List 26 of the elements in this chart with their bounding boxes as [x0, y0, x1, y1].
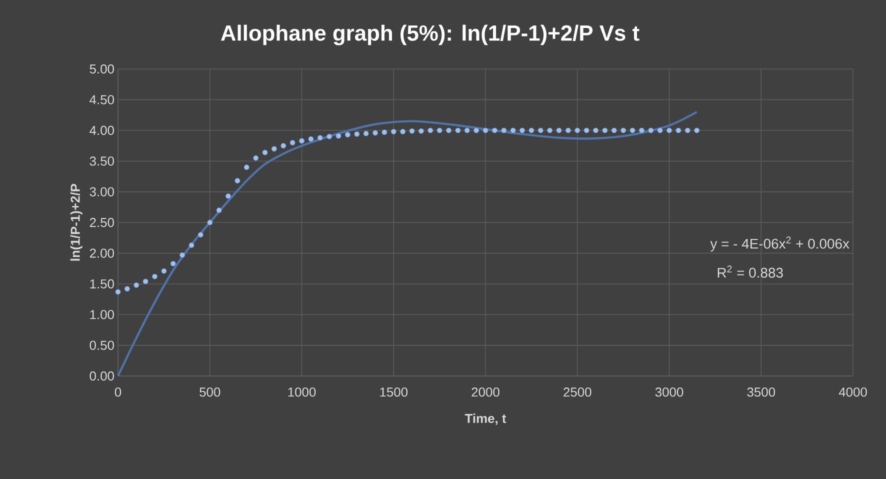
y-tick-label: 4.00: [90, 126, 114, 135]
y-tick-label: 2.00: [90, 248, 114, 258]
y-tick-label: 0.00: [90, 371, 114, 381]
x-tick-label: 3000: [655, 388, 684, 397]
x-tick-label: 1000: [288, 388, 316, 397]
y-tick-label: 3.50: [90, 156, 114, 166]
x-tick-label: 3500: [747, 388, 776, 397]
x-tick-label: 0: [114, 388, 122, 397]
annotation: y = - 4E-06x$^{2}$ + 0.006x: [710, 236, 850, 252]
x-tick-label: 1500: [380, 388, 408, 397]
x-tick-label: 500: [200, 388, 220, 397]
x-tick-label: 4000: [838, 388, 867, 397]
y-tick-label: 5.00: [90, 64, 114, 74]
line-series: [116, 110, 698, 378]
annotation: R$^{2}$ = 0.883: [718, 266, 783, 278]
x-axis-title: Time, t: [464, 414, 506, 425]
x-tick-label: 2500: [564, 388, 592, 397]
y-tick-label: 1.50: [90, 279, 114, 288]
x-tick-label: 2000: [472, 388, 500, 397]
y-tick-label: 1.00: [90, 310, 114, 320]
chart-title: Allophane graph (5%): ln(1/P-1)+2/P Vs t: [220, 24, 640, 46]
y-tick-label: 0.50: [90, 340, 114, 350]
y-tick-label: 4.50: [90, 95, 114, 104]
y-axis-title: ln(1/P-1)+2/P: [70, 184, 82, 261]
y-tick-label: 2.50: [90, 218, 114, 228]
y-tick-label: 3.00: [90, 187, 114, 196]
